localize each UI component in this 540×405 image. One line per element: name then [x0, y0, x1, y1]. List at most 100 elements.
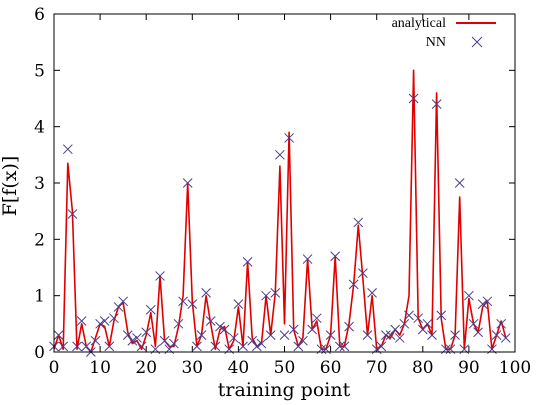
data-point-nn [298, 335, 308, 346]
series-layer [49, 69, 511, 357]
data-point-nn [182, 178, 193, 188]
data-point-nn [270, 287, 281, 298]
legend-marker-nn [471, 36, 483, 48]
data-point-nn [358, 268, 368, 278]
data-point-nn [381, 330, 391, 340]
x-tick-label: 20 [135, 358, 157, 378]
x-tick-label: 10 [89, 358, 111, 378]
data-point-nn [302, 254, 313, 264]
data-point-nn [58, 341, 69, 352]
data-point-nn [136, 341, 147, 352]
data-point-nn [187, 299, 198, 309]
legend-label-analytical: analytical [392, 16, 447, 31]
data-point-nn [376, 341, 387, 352]
x-tick-label: 40 [228, 358, 250, 378]
data-point-nn [99, 316, 110, 326]
y-tick-label: 3 [34, 174, 45, 194]
data-point-nn [192, 341, 202, 352]
data-point-nn [201, 287, 211, 298]
y-tick-label: 0 [34, 343, 45, 363]
data-point-nn [265, 330, 276, 340]
data-point-nn [427, 330, 437, 340]
data-point-nn [141, 327, 152, 338]
data-point-nn [76, 316, 87, 326]
data-point-nn [284, 133, 294, 143]
legend-label-nn: NN [426, 35, 446, 50]
data-point-nn [491, 330, 502, 340]
data-point-nn [500, 333, 511, 343]
data-point-nn [417, 324, 428, 335]
x-tick-label: 0 [49, 358, 60, 378]
x-tick-label: 100 [499, 358, 531, 378]
y-tick-label: 2 [34, 230, 45, 250]
data-point-nn [394, 333, 405, 343]
data-point-nn [210, 341, 221, 352]
x-tick-label: 60 [320, 358, 342, 378]
tick-labels-layer: 0 10 20 30 40 50 60 70 80 90 100 0 1 2 3 4 5 6 [34, 5, 531, 378]
data-point-nn [196, 330, 207, 340]
data-point-nn [90, 335, 101, 346]
y-tick-label: 1 [34, 287, 45, 307]
data-point-nn [169, 338, 179, 349]
data-point-nn [215, 321, 225, 332]
x-tick-label: 30 [181, 358, 203, 378]
data-point-nn [109, 313, 119, 324]
data-point-nn [450, 330, 460, 340]
x-axis-title: training point [218, 379, 351, 401]
data-point-nn [81, 341, 92, 352]
x-tick-label: 90 [458, 358, 480, 378]
data-point-nn [311, 313, 322, 324]
y-tick-label: 5 [34, 61, 45, 81]
data-point-nn [251, 341, 262, 352]
data-point-nn [362, 330, 373, 340]
data-point-nn [436, 310, 447, 321]
data-point-nn [385, 330, 396, 340]
data-point-nn [159, 335, 170, 346]
data-point-nn [67, 209, 78, 219]
data-point-nn [473, 327, 483, 338]
data-point-nn [431, 99, 442, 109]
data-point-nn [238, 341, 248, 352]
data-point-nn [62, 144, 73, 155]
data-point-nn [477, 299, 488, 309]
data-point-nn [339, 341, 350, 352]
data-point-nn [399, 318, 410, 329]
data-point-nn [228, 333, 239, 343]
data-point-nn [118, 296, 129, 307]
data-point-nn [367, 287, 377, 298]
data-point-nn [122, 330, 133, 340]
y-tick-label: 6 [34, 5, 45, 25]
data-point-nn [219, 324, 230, 335]
data-point-nn [454, 178, 465, 188]
data-point-nn [127, 335, 138, 346]
data-point-nn [325, 330, 336, 340]
data-point-nn [275, 149, 285, 160]
data-point-nn [334, 341, 345, 352]
data-point-nn [53, 330, 64, 340]
y-tick-label: 4 [34, 118, 45, 138]
data-point-nn [293, 341, 304, 352]
data-point-nn [145, 304, 156, 315]
data-point-nn [288, 324, 299, 335]
data-point-nn [155, 271, 165, 281]
x-tick-label: 50 [274, 358, 296, 378]
data-point-nn [468, 318, 479, 329]
data-point-nn [247, 335, 258, 346]
data-point-nn [205, 316, 216, 326]
plot-frame [53, 13, 516, 353]
data-point-nn [482, 296, 493, 307]
data-point-nn [422, 318, 433, 329]
data-point-nn [242, 257, 253, 267]
data-point-nn [261, 290, 271, 301]
data-point-nn [496, 318, 507, 329]
data-point-nn [95, 318, 105, 329]
data-point-nn [348, 279, 359, 290]
data-point-nn [307, 324, 318, 335]
data-point-nn [72, 341, 82, 352]
data-point-nn [413, 313, 424, 324]
data-point-nn [132, 333, 142, 343]
y-axis-title: F[f(x)] [0, 156, 21, 217]
data-point-nn [330, 251, 341, 262]
legend: analytical NN [392, 16, 496, 50]
x-tick-label: 80 [412, 358, 434, 378]
